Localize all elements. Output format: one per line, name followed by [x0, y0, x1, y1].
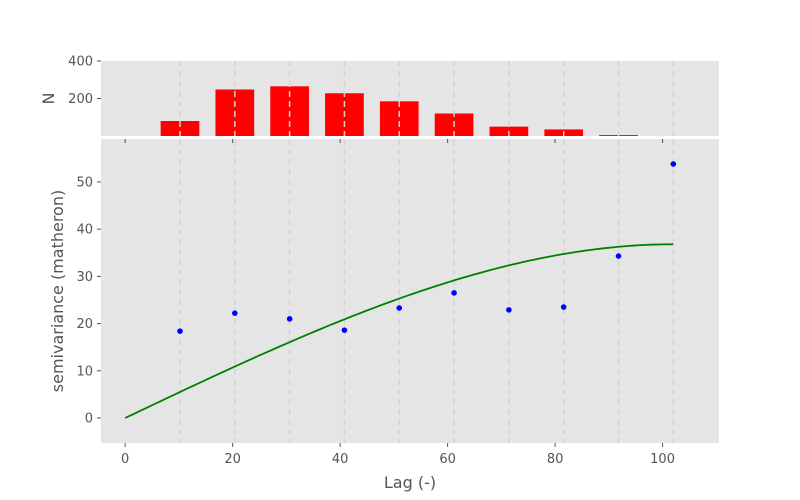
x-tick-label: 20 — [224, 452, 241, 467]
y-axis-label: semivariance (matheron) — [48, 190, 67, 392]
experimental-point — [341, 327, 348, 333]
x-tick-label: 80 — [547, 452, 564, 467]
experimental-point — [286, 316, 293, 322]
x-tick-label: 100 — [650, 452, 675, 467]
variogram-x-ticks: 0 20 40 60 80 100 — [121, 139, 675, 467]
experimental-point — [670, 161, 677, 167]
experimental-point — [232, 310, 238, 316]
variogram-y-ticks: 0 10 20 30 40 50 — [76, 175, 101, 426]
experimental-point — [615, 253, 622, 259]
experimental-point — [177, 328, 183, 334]
experimental-points — [177, 161, 677, 334]
y-tick-label: 40 — [76, 223, 93, 238]
variogram-panel: 0 20 40 60 80 100 0 10 20 30 40 50 Lag (-) semivar… — [48, 139, 719, 492]
y-tick-label: 20 — [76, 317, 93, 332]
experimental-point — [396, 305, 403, 311]
histogram-bar — [379, 101, 419, 136]
y-tick-label: 50 — [76, 175, 93, 190]
histogram-y-ticks: 400 200 — [68, 55, 101, 107]
experimental-point — [560, 304, 567, 310]
histogram-bar — [160, 121, 200, 136]
variogram-plot-area — [101, 139, 719, 443]
y-tick-label: 10 — [76, 364, 93, 379]
experimental-point — [451, 290, 457, 296]
histogram-gridlines — [179, 61, 675, 136]
x-axis-label: Lag (-) — [384, 473, 436, 492]
experimental-point — [506, 307, 512, 313]
histogram-y-tick-label: 400 — [68, 55, 93, 70]
histogram-y-tick-label: 200 — [68, 92, 93, 107]
histogram-panel: 400 200 N — [39, 55, 719, 136]
variogram-gridlines — [179, 139, 675, 443]
x-tick-label: 40 — [332, 452, 349, 467]
histogram-y-axis-label: N — [39, 93, 58, 105]
x-tick-label: 0 — [121, 452, 129, 467]
y-tick-label: 0 — [85, 411, 93, 426]
variogram-model-line — [124, 243, 674, 419]
y-tick-label: 30 — [76, 270, 93, 285]
x-tick-label: 60 — [439, 452, 456, 467]
